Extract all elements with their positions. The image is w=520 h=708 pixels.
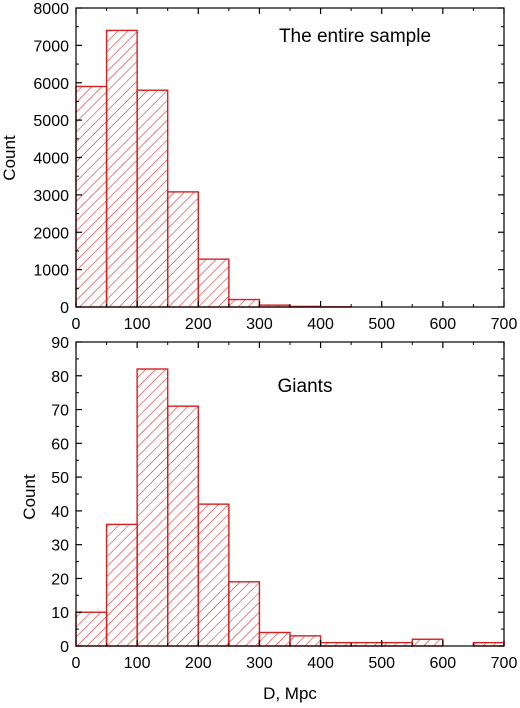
- x-tick-label: 300: [246, 316, 273, 333]
- histogram-bar: [136, 89, 169, 308]
- y-tick-label: 10: [51, 605, 69, 622]
- x-tick-label: 100: [124, 316, 151, 333]
- x-tick-label: 100: [124, 655, 151, 672]
- histogram-bar: [197, 503, 230, 647]
- y-tick-label: 7000: [33, 38, 69, 55]
- histogram-bar: [228, 298, 261, 308]
- histogram-bar: [289, 635, 322, 647]
- y-tick-label: 5000: [33, 113, 69, 130]
- chart-title: Giants: [278, 376, 333, 397]
- x-tick-label: 700: [491, 316, 518, 333]
- y-tick-label: 1000: [33, 263, 69, 280]
- histogram-entire-sample: 0 100 200 300 400 500 600 700 0 1000 2000 3000 4000…: [0, 1, 517, 333]
- histogram-bar: [136, 368, 169, 647]
- x-tick-label: 200: [185, 316, 212, 333]
- histogram-bar: [197, 258, 230, 308]
- histogram-bar: [105, 523, 138, 647]
- y-tick-label: 3000: [33, 188, 69, 205]
- y-axis-ticks: 0 1000 2000 3000 4000 5000 6000 7000 8000: [33, 1, 504, 317]
- histogram-bar: [167, 405, 199, 647]
- histogram-bar: [228, 581, 261, 647]
- y-tick-label: 6000: [33, 76, 69, 93]
- x-tick-label: 0: [72, 316, 81, 333]
- x-axis-ticks: 0 100 200 300 400 500 600 700: [72, 8, 518, 333]
- y-tick-label: 0: [60, 639, 69, 656]
- y-tick-label: 8000: [33, 1, 69, 18]
- histogram-giants: 0 100 200 300 400 500 600 700 0 10 20 30 40 50 60 70 80…: [20, 335, 517, 703]
- x-tick-label: 500: [368, 316, 395, 333]
- y-axis-ticks: 0 10 20 30 40 50 60 70 80 90: [51, 335, 504, 656]
- y-tick-label: 60: [51, 436, 69, 453]
- x-tick-label: 200: [185, 655, 212, 672]
- x-axis-ticks: 0 100 200 300 400 500 600 700: [72, 342, 518, 672]
- x-tick-label: 500: [368, 655, 395, 672]
- y-axis-label: Count: [0, 135, 19, 181]
- y-tick-label: 80: [51, 369, 69, 386]
- y-tick-label: 30: [51, 538, 69, 555]
- y-tick-label: 40: [51, 504, 69, 521]
- histogram-bar: [167, 191, 199, 308]
- y-tick-label: 2000: [33, 225, 69, 242]
- x-tick-label: 0: [72, 655, 81, 672]
- y-axis-label: Count: [20, 474, 39, 520]
- bars-giants: [75, 368, 505, 647]
- x-tick-label: 300: [246, 655, 273, 672]
- y-tick-label: 4000: [33, 151, 69, 168]
- y-tick-label: 50: [51, 470, 69, 487]
- histogram-bar: [411, 638, 444, 647]
- x-tick-label: 700: [491, 655, 518, 672]
- bars-entire-sample: [75, 29, 352, 308]
- histogram-bar: [258, 631, 291, 647]
- x-tick-label: 400: [307, 316, 334, 333]
- x-tick-label: 600: [430, 316, 457, 333]
- x-axis-label: D, Mpc: [263, 684, 317, 703]
- y-tick-label: 70: [51, 403, 69, 420]
- y-tick-label: 0: [60, 300, 69, 317]
- x-tick-label: 600: [430, 655, 457, 672]
- histogram-bar: [75, 611, 108, 647]
- x-tick-label: 400: [307, 655, 334, 672]
- y-tick-label: 90: [51, 335, 69, 352]
- histogram-bar: [105, 29, 138, 308]
- chart-title: The entire sample: [279, 26, 431, 47]
- y-tick-label: 20: [51, 571, 69, 588]
